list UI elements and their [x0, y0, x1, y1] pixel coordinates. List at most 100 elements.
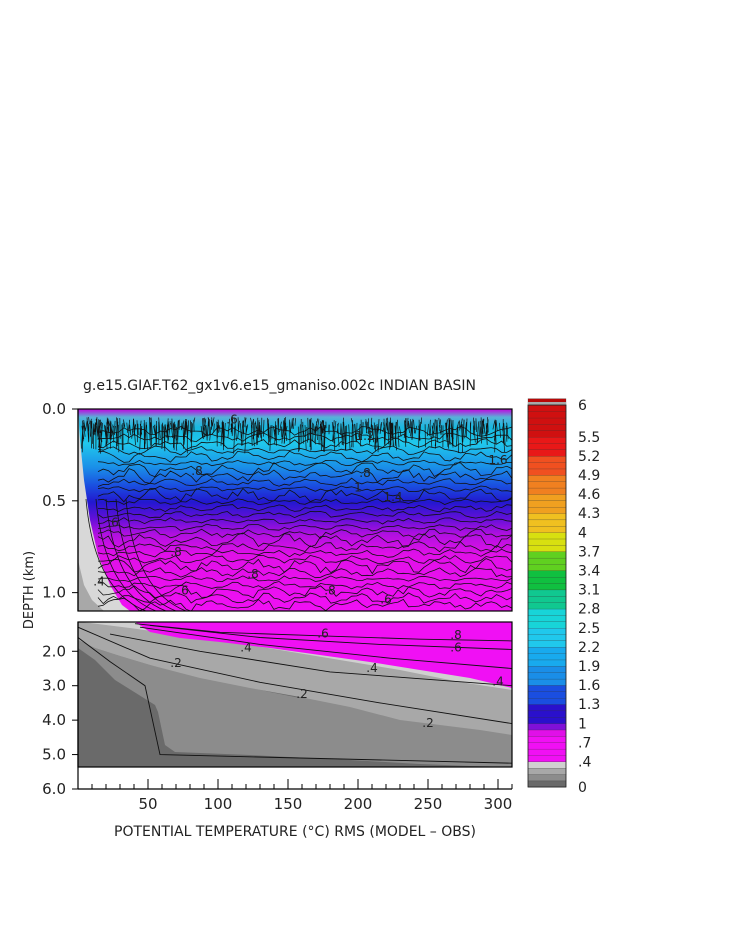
- colorbar-label: 0: [578, 780, 587, 796]
- colorbar-swatch: [527, 748, 567, 756]
- contour-line: [97, 511, 512, 519]
- colorbar-label: 2.2: [578, 640, 600, 656]
- contour-label: .2: [296, 687, 307, 701]
- y-tick-label: 0.0: [42, 400, 66, 418]
- contour-label: .8: [324, 583, 335, 597]
- colorbar-label: 2.8: [578, 602, 600, 618]
- x-tick-label: 300: [484, 795, 513, 813]
- colorbar-label: 4.9: [578, 468, 600, 484]
- colorbar-swatch: [527, 519, 567, 527]
- contour-label: .4: [366, 661, 377, 675]
- contour-line: [97, 462, 512, 478]
- y-tick-label: 2.0: [42, 642, 66, 660]
- colorbar-swatch: [527, 780, 567, 788]
- colorbar-swatch: [527, 646, 567, 654]
- colorbar-swatch: [527, 723, 567, 731]
- contour-line: [97, 567, 512, 579]
- contour-line: [97, 548, 512, 558]
- lower-contours: [78, 623, 512, 764]
- chart-title: g.e15.GIAF.T62_gx1v6.e15_gmaniso.002c IN…: [83, 378, 476, 394]
- contour-line: [97, 528, 512, 539]
- contour-line: [97, 532, 512, 548]
- upper-panel: .61.21.6.8.811.4.6.8.8.6.8.6.4: [77, 408, 513, 612]
- contour-line: [98, 504, 512, 513]
- contour-label: .6: [450, 640, 461, 654]
- contour-label: .8: [191, 464, 202, 478]
- contour-line: [78, 637, 512, 764]
- colorbar-swatch: [527, 697, 567, 705]
- x-tick-label: 250: [414, 795, 443, 813]
- y-tick-label: 3.0: [42, 677, 66, 695]
- y-axis-label: DEPTH (km): [22, 551, 37, 629]
- upper-contours: [85, 425, 512, 611]
- contour-label: .6: [107, 516, 118, 530]
- colorbar-swatch: [527, 634, 567, 641]
- colorbar-label: .4: [578, 755, 591, 771]
- contour-line: [125, 498, 187, 611]
- colorbar-swatch: [527, 602, 567, 610]
- colorbar-label: 4.6: [578, 487, 600, 503]
- contour-line: [97, 584, 512, 599]
- colorbar-swatch: [527, 640, 567, 648]
- y-tick-label: 6.0: [42, 780, 66, 798]
- contour-line: [97, 477, 512, 487]
- contour-line: [97, 597, 512, 611]
- contour-line: [97, 487, 512, 503]
- contour-line: [97, 445, 512, 456]
- y-axis-lower: 2.0 3.0 4.0 5.0 6.0: [42, 622, 79, 798]
- colorbar-swatch: [527, 525, 567, 533]
- surface-noise: [81, 416, 509, 454]
- colorbar-swatch: [527, 443, 567, 450]
- contour-label: .6: [226, 413, 237, 427]
- colorbar-label: 1.6: [578, 678, 600, 694]
- contour-line: [95, 498, 157, 611]
- contour-label: .6: [317, 626, 328, 640]
- colorbar-swatch: [527, 557, 567, 565]
- colorbar-swatch: [527, 500, 567, 508]
- x-axis: 50 100 150 200 250 300: [78, 779, 513, 813]
- colorbar-swatch: [527, 659, 567, 667]
- contour-line: [97, 575, 512, 583]
- colorbar-swatch: [527, 430, 567, 438]
- colorbar-label: 3.4: [578, 564, 600, 580]
- contour-line: [105, 498, 167, 611]
- colorbar-label: 3.1: [578, 583, 600, 599]
- colorbar-swatch: [527, 532, 567, 540]
- contour-line: [97, 581, 512, 590]
- contour-label: 1.2: [355, 429, 374, 443]
- colorbar-swatch: [527, 576, 567, 584]
- x-tick-label: 100: [204, 795, 233, 813]
- colorbar-swatch: [527, 729, 567, 737]
- colorbar-label: 6: [578, 398, 587, 414]
- upper-left-lower-region: [78, 560, 104, 611]
- contour-label: 1: [354, 481, 362, 495]
- colorbar-swatch: [527, 608, 567, 616]
- contour-label: 1.4: [383, 490, 402, 504]
- contour-label: .4: [492, 675, 503, 689]
- colorbar-swatch: [527, 449, 567, 457]
- contour-label: .4: [93, 574, 104, 588]
- y-tick-label: 0.5: [42, 492, 66, 510]
- colorbar-label: 3.7: [578, 544, 600, 560]
- upper-left-low-region: [78, 409, 130, 611]
- colorbar: 6 5.5 5.2 4.9 4.6 4.3 4 3.7 3.4 3.1 2.8 2.5 2.2 1.9 1.…: [527, 398, 600, 796]
- colorbar-swatch: [527, 774, 567, 782]
- contour-line: [97, 517, 512, 525]
- colorbar-swatch: [527, 735, 567, 743]
- colorbar-swatch: [527, 538, 567, 546]
- colorbar-swatch: [527, 474, 567, 482]
- colorbar-swatch: [527, 704, 567, 712]
- contour-label: .8: [247, 567, 258, 581]
- colorbar-swatch: [527, 506, 567, 514]
- contour-label: .6: [177, 583, 188, 597]
- contour-line: [97, 498, 512, 506]
- colorbar-swatch: [527, 494, 567, 501]
- lower-panel: .6.8.4.6.2.4.4.2.2: [77, 621, 513, 768]
- colorbar-frame: [527, 404, 567, 788]
- colorbar-swatch: [527, 691, 567, 699]
- colorbar-swatch: [527, 404, 567, 412]
- colorbar-swatch: [527, 761, 567, 769]
- contour-line: [115, 498, 177, 611]
- colorbar-swatch: [527, 621, 567, 629]
- contour-line: [97, 523, 512, 532]
